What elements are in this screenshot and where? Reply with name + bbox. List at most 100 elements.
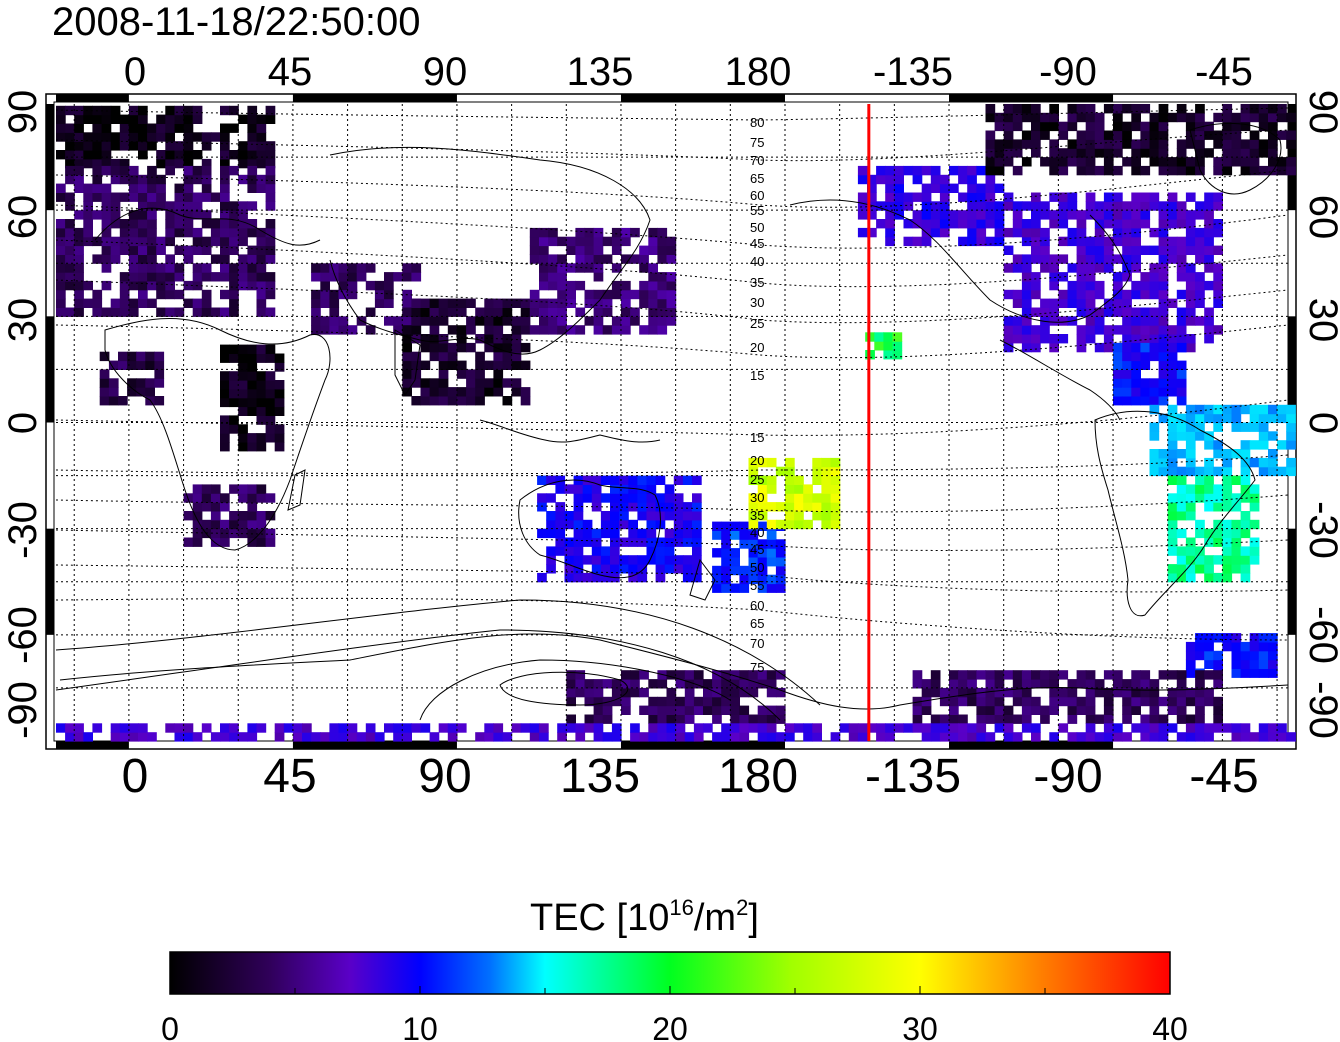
colorbar-tick-label: 30 [902,1011,938,1042]
tec-cell [1268,650,1278,661]
tec-cell [1131,263,1141,273]
tec-cell [1158,342,1169,353]
tec-cell [147,236,157,247]
tec-cell [1185,449,1196,459]
tec-cell [56,219,66,229]
tec-cell [555,537,566,547]
left-y-axis-labels: 90 60 30 0 -30 -60 -90 [1,90,45,739]
tec-cell [247,723,258,733]
tec-cell [247,732,258,742]
tec-cell [220,353,230,363]
tec-cell [256,511,267,521]
tec-cell [147,298,157,308]
tec-cell [985,165,996,176]
tec-cell [1131,307,1141,317]
tec-cell [1122,679,1132,689]
tec-cell [1149,466,1160,477]
tec-cell [1249,104,1260,114]
tec-cell [201,132,212,142]
tec-cell [165,210,175,220]
tec-cell [1103,705,1114,715]
tec-cell [110,732,121,742]
tec-cell [265,174,276,185]
tec-cell [903,236,914,247]
tec-cell [1131,280,1141,291]
tec-cell [1268,659,1278,669]
tec-cell [930,732,941,742]
tec-cell [1222,519,1233,530]
tec-cell [1268,449,1278,459]
tec-cell [83,158,93,169]
tec-cell [265,192,276,202]
tec-cell [1213,528,1223,539]
tec-cell [1258,466,1269,477]
tec-cell [1103,148,1114,158]
tec-cell [1113,227,1123,238]
tec-cell [511,342,522,353]
coastline-australia [518,479,661,579]
tec-cell [664,546,675,556]
tec-cell [721,670,731,680]
tec-cell [637,475,648,485]
tec-cell [201,298,212,308]
tec-cell [238,732,248,742]
tec-cell [493,342,504,353]
tec-cell [320,298,330,308]
tec-cell [591,484,602,494]
tec-cell [1185,732,1196,742]
tec-cell [127,351,137,362]
tec-cell [138,114,148,124]
tec-cell [1076,104,1087,114]
tec-cell [1103,687,1114,698]
tec-cell [1103,219,1114,229]
tec-cell [156,236,166,247]
tec-cell [610,546,620,556]
tec-cell [1249,422,1260,432]
tec-cell [183,280,194,291]
mag-contour-north-80 [55,107,1289,121]
tec-cell [657,732,668,742]
tec-cell [1067,227,1078,238]
tec-cell [1195,670,1205,680]
tec-cell [830,502,841,512]
tec-cell [1240,139,1251,149]
tec-cell [675,670,686,680]
tec-cell [165,263,175,273]
tec-cell [520,325,531,335]
tec-cell [183,511,194,521]
tec-cell [238,371,248,381]
tec-cell [229,150,239,160]
tec-cell [575,723,586,733]
tec-cell [292,732,303,742]
tec-cell [1113,280,1123,291]
graticule-grid [56,104,1288,741]
tec-cell [1113,325,1123,335]
tec-cell [757,583,768,593]
tec-cell [229,165,239,176]
tec-cell [930,210,941,220]
tec-cell [548,263,558,273]
tec-cell [1195,254,1205,264]
tec-cell [600,511,611,521]
geomagnetic-contours [55,107,1289,721]
tec-cell [692,511,702,521]
tec-cell [1113,236,1123,247]
tec-cell [1167,254,1178,264]
tec-cell [1240,528,1251,539]
tec-cell [794,475,804,485]
tec-cell [1204,528,1214,539]
tec-cell [958,679,968,689]
tec-cell [1176,316,1187,326]
tec-cell [83,236,93,247]
tec-cell [1094,236,1105,247]
tec-cell [939,174,950,185]
tec-cell [1204,307,1214,317]
tec-cell [92,298,103,308]
tec-cell [456,369,467,379]
tec-cell [110,141,121,151]
tec-cell [118,360,128,370]
tec-cell [65,732,75,742]
tec-cell [256,298,267,308]
tec-cell [967,696,977,707]
tec-cell [420,316,431,326]
